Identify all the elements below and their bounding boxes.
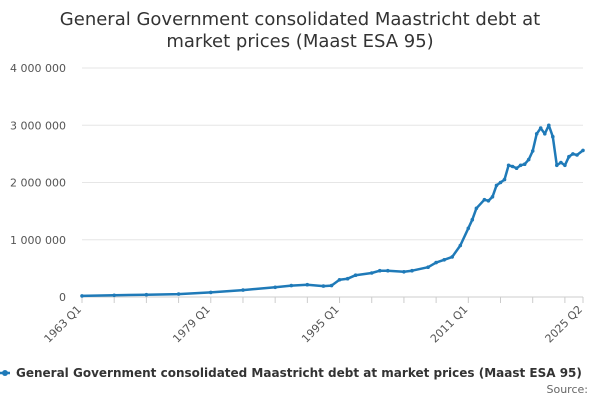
data-point[interactable] — [494, 183, 499, 188]
x-tick-label: 2025 Q2 — [543, 303, 586, 346]
data-point[interactable] — [486, 199, 491, 203]
data-point[interactable] — [514, 166, 519, 170]
data-point[interactable] — [518, 163, 523, 168]
data-point[interactable] — [530, 149, 535, 153]
series-line-group — [80, 123, 585, 298]
data-point[interactable] — [144, 292, 149, 297]
y-tick-label: 2 000 000 — [10, 177, 66, 190]
data-point[interactable] — [474, 206, 479, 211]
data-point[interactable] — [458, 243, 463, 248]
y-tick-label: 4 000 000 — [10, 62, 66, 75]
data-point[interactable] — [410, 268, 414, 273]
series-line[interactable] — [80, 124, 585, 298]
data-point[interactable] — [386, 268, 390, 273]
data-point[interactable] — [555, 163, 559, 168]
data-point[interactable] — [482, 197, 487, 202]
x-axis — [81, 296, 584, 303]
data-point[interactable] — [241, 288, 245, 292]
y-tick-label: 3 000 000 — [10, 119, 66, 132]
data-point[interactable] — [543, 132, 547, 136]
chart-title-line-1: General Government consolidated Maastric… — [60, 9, 540, 30]
data-point[interactable] — [321, 284, 326, 288]
data-point[interactable] — [506, 163, 511, 168]
data-point[interactable] — [571, 152, 575, 156]
data-point[interactable] — [563, 163, 567, 168]
data-point[interactable] — [581, 148, 585, 153]
data-point[interactable] — [112, 293, 116, 298]
data-point[interactable] — [273, 285, 278, 290]
data-point[interactable] — [522, 162, 527, 166]
chart-title: General Government consolidated Maastric… — [60, 9, 540, 52]
data-point[interactable] — [498, 180, 503, 185]
data-point[interactable] — [490, 195, 495, 199]
data-point[interactable] — [176, 292, 181, 296]
data-point[interactable] — [337, 278, 342, 282]
data-point[interactable] — [567, 154, 571, 159]
data-point[interactable] — [209, 290, 213, 295]
data-point[interactable] — [526, 157, 531, 162]
x-tick-label: 1995 Q1 — [299, 303, 342, 346]
data-point[interactable] — [442, 258, 447, 262]
source-label: Source: — [547, 383, 589, 396]
data-point[interactable] — [353, 273, 358, 278]
data-point[interactable] — [466, 226, 471, 231]
legend-swatch-marker — [2, 370, 8, 376]
y-tick-label: 0 — [59, 291, 66, 304]
gridlines — [82, 67, 583, 241]
y-axis-ticks: 0 1 000 000 2 000 000 3 000 000 4 000 000 — [10, 62, 66, 304]
data-point[interactable] — [538, 126, 543, 130]
data-point[interactable] — [502, 177, 507, 182]
data-point[interactable] — [434, 260, 438, 265]
legend-item-label[interactable]: General Government consolidated Maastric… — [16, 366, 582, 380]
data-point[interactable] — [534, 132, 539, 136]
x-tick-label: 1979 Q1 — [170, 303, 213, 346]
data-point[interactable] — [369, 271, 374, 275]
data-point[interactable] — [510, 164, 515, 169]
data-point[interactable] — [470, 217, 475, 222]
x-axis-ticks: 1963 Q1 1979 Q1 1995 Q1 2011 Q1 2025 Q2 — [42, 303, 586, 346]
chart-title-line-2: market prices (Maast ESA 95) — [166, 31, 433, 52]
data-point[interactable] — [547, 123, 551, 128]
data-point[interactable] — [450, 255, 455, 259]
x-tick-label: 2011 Q1 — [428, 303, 471, 346]
legend[interactable]: General Government consolidated Maastric… — [0, 366, 582, 380]
y-tick-label: 1 000 000 — [10, 234, 66, 247]
data-point[interactable] — [402, 270, 406, 274]
data-point[interactable] — [551, 134, 555, 139]
data-point[interactable] — [345, 276, 350, 281]
x-tick-label: 1963 Q1 — [42, 303, 85, 346]
data-point[interactable] — [426, 265, 430, 270]
data-point[interactable] — [378, 268, 382, 273]
data-point[interactable] — [575, 153, 579, 157]
data-point[interactable] — [80, 294, 84, 298]
data-point[interactable] — [329, 283, 334, 288]
data-point[interactable] — [289, 283, 294, 288]
data-point[interactable] — [305, 282, 310, 287]
data-point[interactable] — [559, 160, 563, 165]
